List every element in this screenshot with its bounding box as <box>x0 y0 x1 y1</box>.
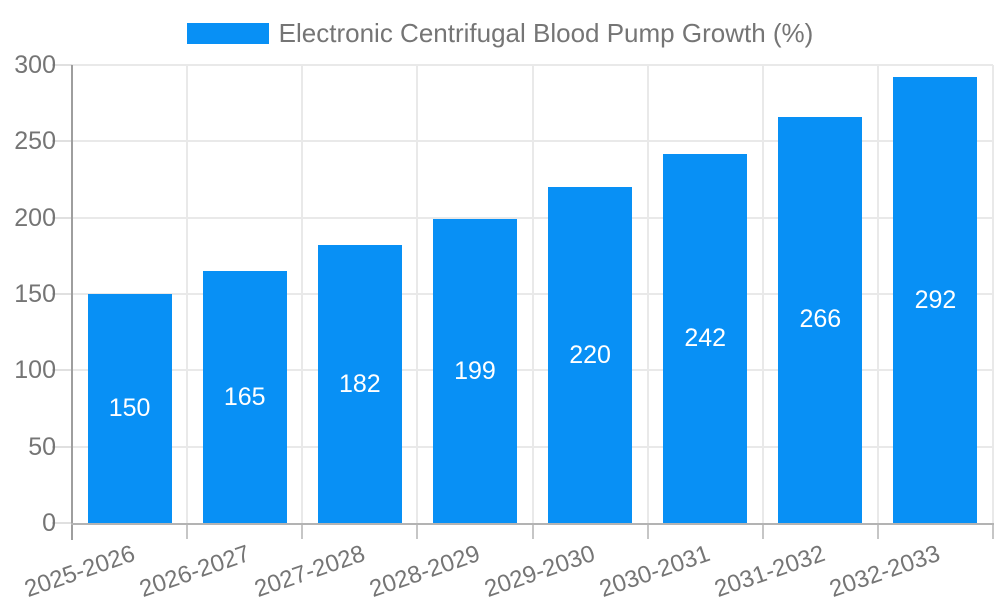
y-axis-tick-label: 200 <box>14 203 56 232</box>
legend: Electronic Centrifugal Blood Pump Growth… <box>0 13 1000 53</box>
x-axis-line <box>71 523 994 525</box>
gridline-vertical <box>416 65 419 523</box>
bar[interactable]: 220 <box>548 187 633 523</box>
y-axis-line <box>71 65 73 540</box>
y-axis-tick <box>52 140 72 143</box>
x-axis-tick <box>876 524 879 539</box>
gridline-vertical <box>531 65 534 523</box>
y-axis-tick-label: 300 <box>14 51 56 79</box>
gridline-vertical <box>761 65 764 523</box>
y-axis-tick <box>52 293 72 295</box>
gridline-vertical <box>876 65 879 523</box>
gridline-vertical <box>646 65 649 523</box>
y-axis-tick-label: 100 <box>14 356 56 385</box>
bar[interactable]: 165 <box>202 271 287 523</box>
x-axis-tick <box>416 524 419 539</box>
bar-value-label: 182 <box>338 369 381 398</box>
y-axis-tick <box>52 369 72 372</box>
bar-value-label: 266 <box>799 305 842 334</box>
y-axis-tick <box>52 216 72 219</box>
bar-value-label: 165 <box>223 382 266 411</box>
bar[interactable]: 292 <box>893 77 978 523</box>
y-axis-tick <box>52 64 72 66</box>
bar[interactable]: 182 <box>317 245 402 523</box>
y-axis-tick-label: 50 <box>28 432 56 461</box>
y-axis-tick-label: 150 <box>14 280 56 308</box>
bar-value-label: 292 <box>914 285 957 314</box>
bar[interactable]: 150 <box>87 294 172 523</box>
legend-label: Electronic Centrifugal Blood Pump Growth… <box>278 18 814 48</box>
bar[interactable]: 199 <box>432 219 517 523</box>
bar-value-label: 199 <box>454 356 496 385</box>
y-axis-tick <box>52 445 72 448</box>
gridline-vertical <box>186 65 189 523</box>
bar[interactable]: 266 <box>778 116 863 523</box>
x-axis-tick <box>992 524 994 539</box>
bar-value-label: 150 <box>108 394 151 422</box>
gridline-vertical <box>992 65 994 523</box>
legend-swatch[interactable] <box>186 22 269 44</box>
bar-value-label: 220 <box>569 340 611 369</box>
x-axis-tick <box>186 524 189 539</box>
x-axis-tick <box>646 524 649 539</box>
gridline-vertical <box>301 65 304 523</box>
y-axis-tick-label: 0 <box>42 509 56 537</box>
bar-value-label: 242 <box>684 323 727 352</box>
x-axis-tick <box>301 524 304 539</box>
x-axis-tick <box>761 524 764 539</box>
x-axis-tick <box>531 524 534 539</box>
y-axis-tick <box>52 522 72 524</box>
y-axis-tick-label: 250 <box>14 127 56 156</box>
bar[interactable]: 242 <box>663 153 748 523</box>
